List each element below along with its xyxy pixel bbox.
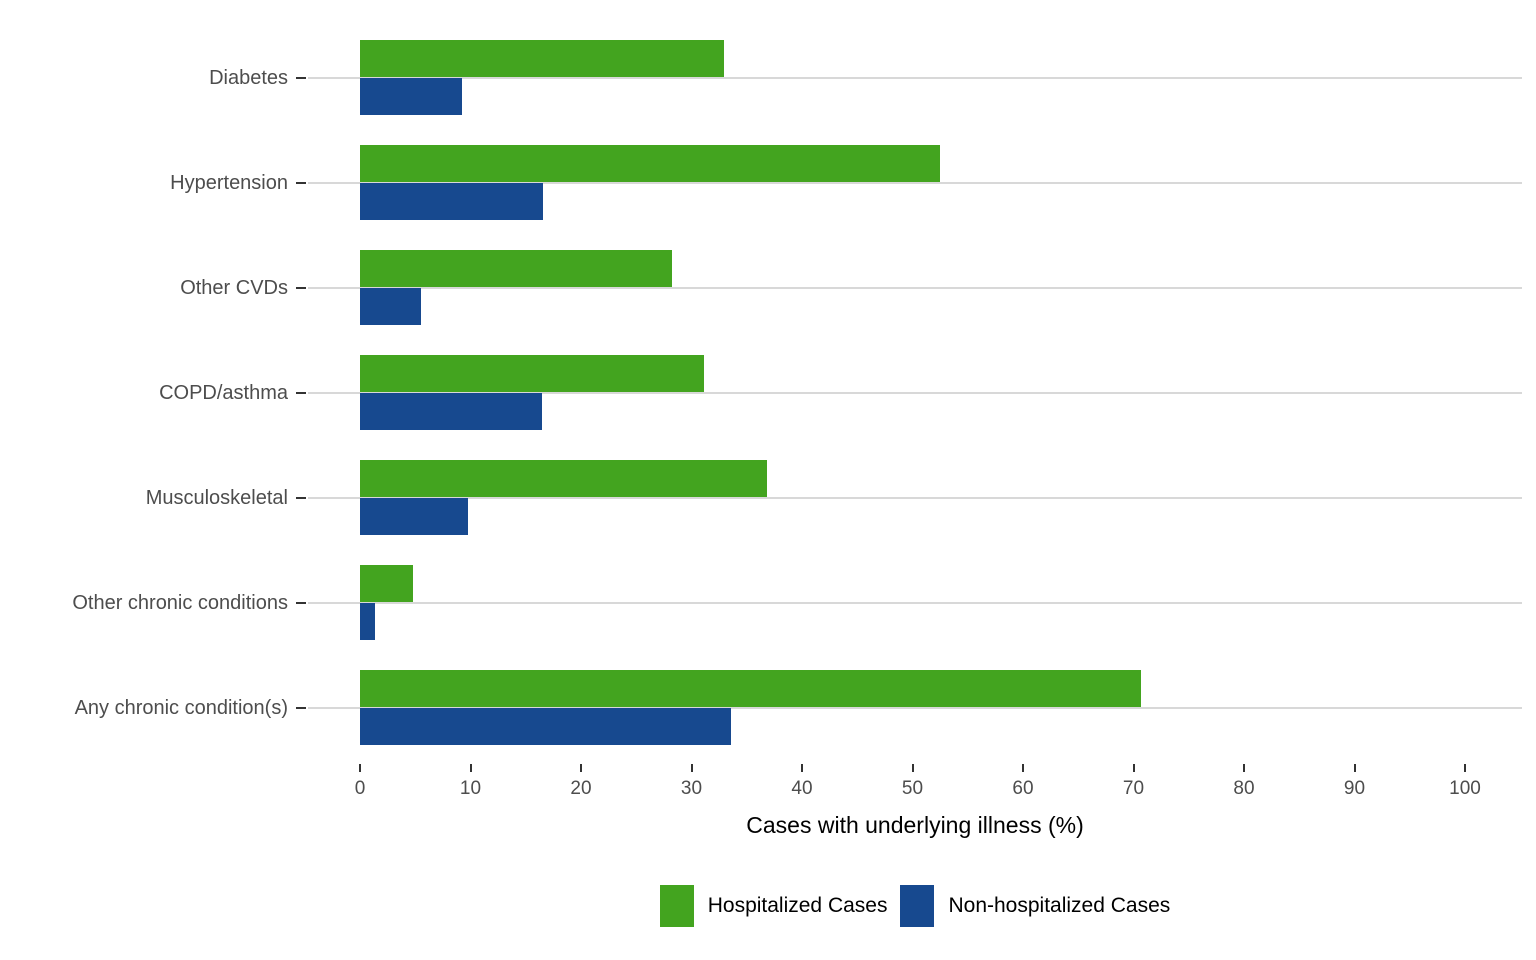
hospitalized-bar <box>360 460 767 497</box>
gridline <box>308 392 1522 394</box>
x-tick-mark <box>801 764 803 772</box>
hospitalized-bar <box>360 565 413 602</box>
y-tick-mark <box>296 392 306 394</box>
gridline <box>308 497 1522 499</box>
hospitalized-bar <box>360 40 724 77</box>
legend-item: Non-hospitalized Cases <box>900 885 1170 927</box>
non-hospitalized-bar <box>360 393 542 430</box>
category-label: Musculoskeletal <box>145 487 288 509</box>
y-tick-mark <box>296 602 306 604</box>
category-label: Other chronic conditions <box>72 592 288 614</box>
x-tick-label: 50 <box>901 778 924 799</box>
x-axis-title: Cases with underlying illness (%) <box>746 812 1084 838</box>
non-hospitalized-bar <box>360 708 731 745</box>
non-hospitalized-bar <box>360 288 421 325</box>
x-tick-label: 70 <box>1122 778 1145 799</box>
x-tick-label: 60 <box>1012 778 1034 799</box>
x-tick-mark <box>911 764 914 772</box>
category-label: COPD/asthma <box>159 382 288 404</box>
x-tick-label: 100 <box>1449 778 1481 799</box>
gridline <box>308 182 1522 184</box>
x-tick-mark <box>359 764 361 772</box>
x-tick-label: 90 <box>1343 778 1366 799</box>
x-tick-label: 0 <box>354 778 366 799</box>
hospitalized-bar <box>360 670 1141 707</box>
hospitalized-bar <box>360 145 940 182</box>
x-tick-label: 20 <box>570 778 592 799</box>
category-label: Any chronic condition(s) <box>74 697 288 719</box>
x-tick-mark <box>1132 764 1135 772</box>
non-hospitalized-bar <box>360 78 462 115</box>
category-label: Other CVDs <box>180 277 288 299</box>
x-tick-mark <box>1243 764 1245 772</box>
x-tick-mark <box>690 764 693 772</box>
x-tick-mark <box>1022 764 1024 772</box>
non-hospitalized-bar <box>360 183 543 220</box>
legend-label: Hospitalized Cases <box>707 894 888 917</box>
category-label: Hypertension <box>170 172 288 194</box>
legend-label: Non-hospitalized Cases <box>948 894 1171 917</box>
non-hospitalized-bar <box>360 603 375 640</box>
y-tick-mark <box>296 707 306 709</box>
x-tick-label: 30 <box>680 778 703 799</box>
y-tick-mark <box>296 77 306 79</box>
y-tick-mark <box>296 182 306 184</box>
x-tick-mark <box>1464 764 1466 772</box>
y-tick-mark <box>296 497 306 499</box>
y-tick-mark <box>296 287 306 289</box>
hospitalized-bar <box>360 250 672 287</box>
gridline <box>308 287 1522 289</box>
gridline <box>308 707 1522 709</box>
x-tick-mark <box>469 764 472 772</box>
x-tick-mark <box>1353 764 1356 772</box>
x-tick-label: 80 <box>1233 778 1255 799</box>
legend-item: Hospitalized Cases <box>659 885 888 927</box>
category-label: Diabetes <box>209 67 288 89</box>
hospitalized-bar <box>360 355 704 392</box>
x-tick-label: 10 <box>459 778 482 799</box>
gridline <box>308 602 1522 604</box>
gridline <box>308 77 1522 79</box>
x-tick-label: 40 <box>791 778 813 799</box>
legend-swatch-non-hospitalized <box>900 885 935 927</box>
x-tick-mark <box>580 764 582 772</box>
non-hospitalized-bar <box>360 498 468 535</box>
legend-swatch-hospitalized <box>659 885 694 927</box>
legend: Hospitalized Cases Non-hospitalized Cases <box>308 884 1522 928</box>
